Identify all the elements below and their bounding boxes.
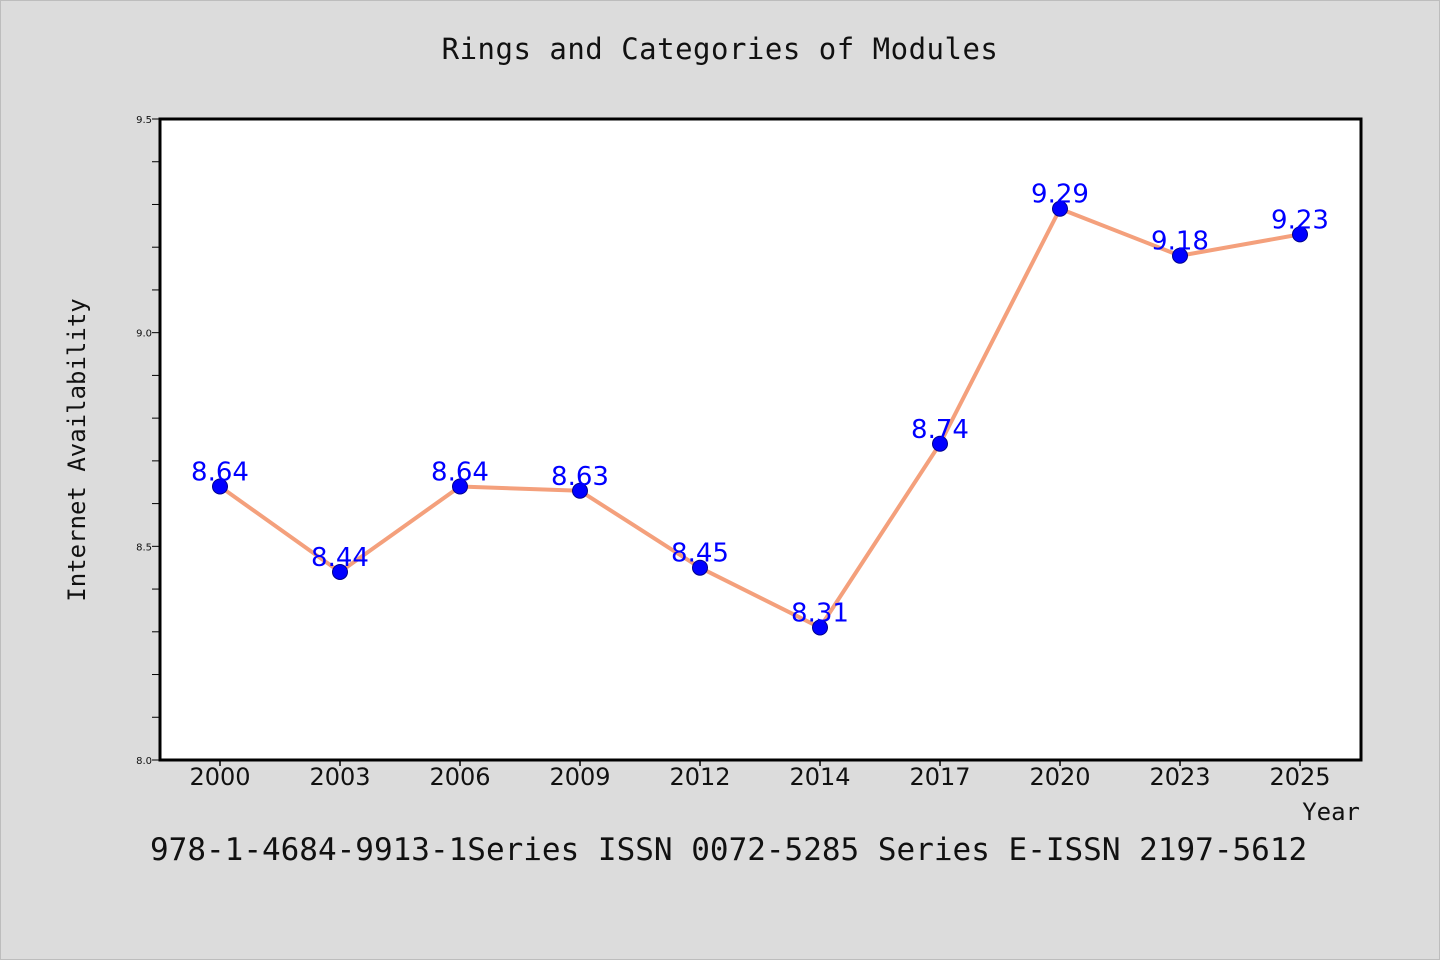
x-tick-label: 2014 <box>789 763 850 791</box>
x-axis-label: Year <box>1302 798 1360 826</box>
data-label: 8.64 <box>431 458 489 488</box>
data-point <box>932 435 948 452</box>
data-point <box>572 482 588 499</box>
data-point <box>452 478 468 495</box>
series-polyline <box>218 206 1301 630</box>
x-axis: 2000 2003 2006 2009 2012 2014 2017 2020 2023 2025 <box>189 760 1331 791</box>
x-tick-label: 2017 <box>909 763 970 791</box>
data-point <box>1292 226 1308 243</box>
y-tick-label: 8.5 <box>136 542 152 553</box>
data-point <box>692 559 708 576</box>
data-labels: 8.64 8.44 8.64 8.63 8.45 8.31 8.74 9.29 9.18 9.23 <box>191 180 1329 629</box>
data-point <box>1172 247 1188 264</box>
data-label: 8.44 <box>311 543 369 573</box>
y-axis: 8.0 8.5 9.0 9.5 <box>136 115 160 767</box>
data-label: 8.45 <box>671 539 729 569</box>
data-point <box>332 563 348 580</box>
plot-area <box>158 117 1363 762</box>
data-label: 8.31 <box>791 599 849 629</box>
x-tick-label: 2020 <box>1029 763 1090 791</box>
x-tick-label: 2000 <box>189 763 250 791</box>
data-point <box>1052 200 1068 217</box>
data-label: 8.64 <box>191 458 249 488</box>
data-label: 9.23 <box>1271 205 1329 235</box>
x-tick-label: 2006 <box>429 763 490 791</box>
data-point <box>812 619 828 636</box>
y-tick-label: 8.0 <box>136 756 152 767</box>
x-tick-label: 2025 <box>1269 763 1330 791</box>
data-point <box>212 478 228 495</box>
series-markers <box>212 200 1308 636</box>
y-axis-label: Internet Availability <box>63 298 91 601</box>
x-tick-label: 2009 <box>549 763 610 791</box>
data-label: 9.29 <box>1031 180 1089 210</box>
chart-title: Rings and Categories of Modules <box>441 32 999 66</box>
data-label: 8.74 <box>911 415 969 445</box>
x-tick-label: 2023 <box>1149 763 1210 791</box>
x-tick-label: 2003 <box>309 763 370 791</box>
x-tick-label: 2012 <box>669 763 730 791</box>
data-label: 8.63 <box>551 462 609 492</box>
data-label: 9.18 <box>1151 227 1209 257</box>
y-tick-label: 9.5 <box>136 115 152 126</box>
series-line <box>218 206 1301 630</box>
footer-text: 978-1-4684-9913-1Series ISSN 0072-5285 S… <box>150 832 1308 868</box>
y-tick-label: 9.0 <box>136 329 152 340</box>
